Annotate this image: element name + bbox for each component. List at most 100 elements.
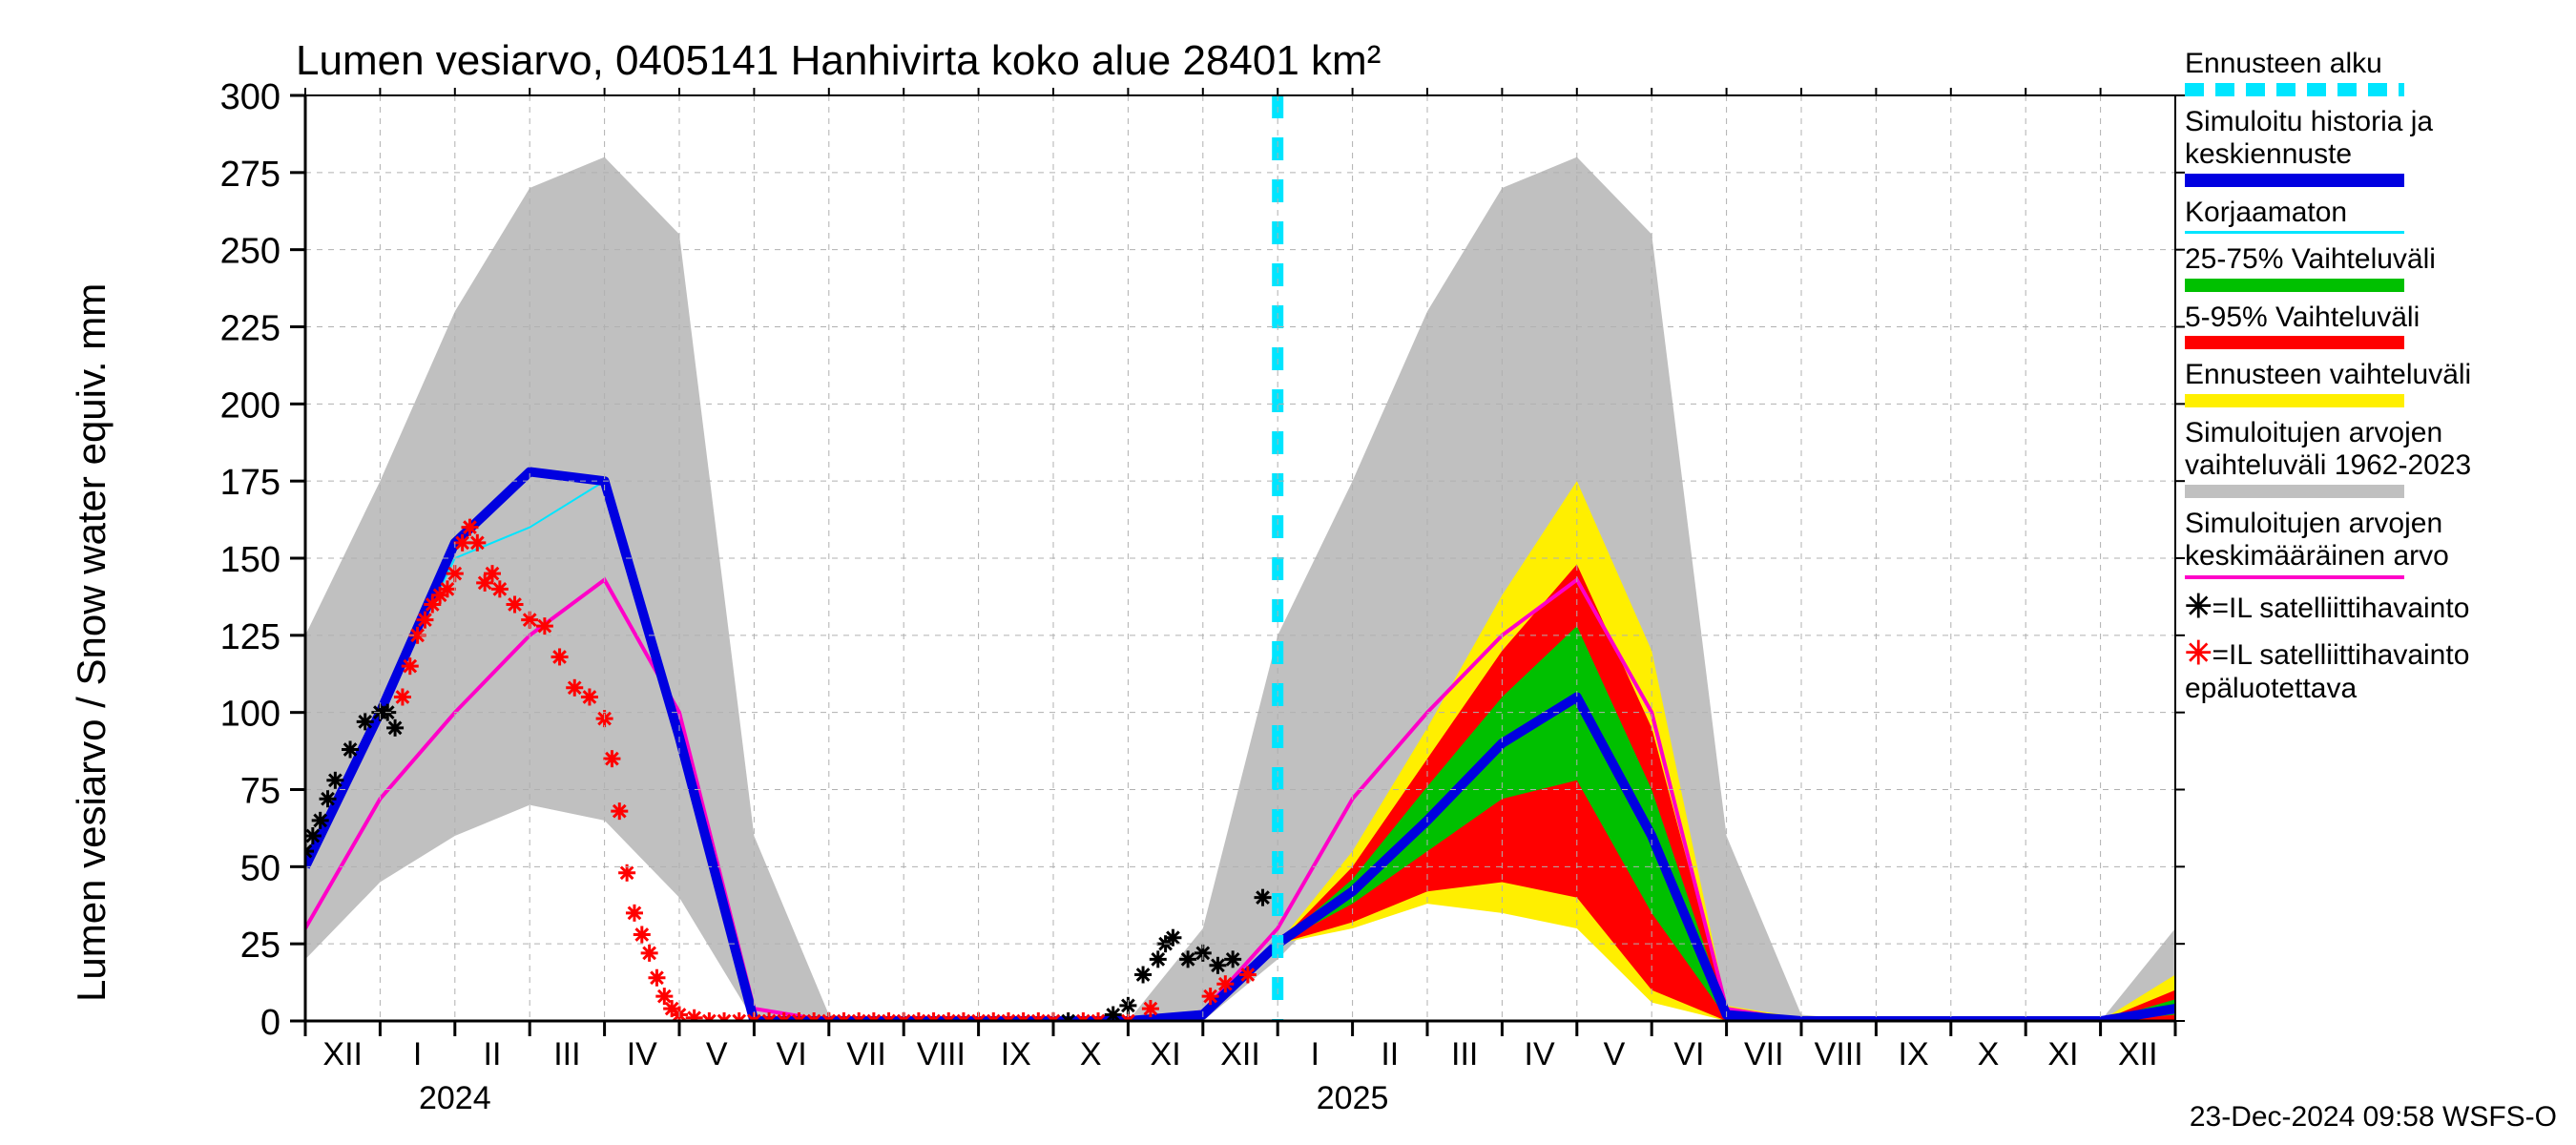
red-star-marker [686,1010,703,1027]
red-star-marker [439,580,456,597]
legend-label: Simuloitu historia ja keskiennuste [2185,106,2557,172]
y-tick-label: 125 [220,617,280,657]
legend-swatch-magenta [2185,575,2404,579]
red-star-marker [416,612,433,629]
legend-label: =IL satelliittihavainto [2212,593,2470,624]
black-star-marker [326,772,343,789]
y-tick-label: 25 [240,926,280,966]
x-month-label: IV [1525,1036,1555,1072]
legend-swatch-blue [2185,174,2404,187]
y-tick-label: 175 [220,463,280,503]
legend-simulated-history: Simuloitu historia ja keskiennuste [2185,106,2557,187]
legend-label: Ennusteen vaihteluväli [2185,359,2557,392]
legend-label: Simuloitujen arvojen vaihteluväli 1962-2… [2185,417,2557,483]
x-month-label: XII [1220,1036,1260,1072]
red-star-marker [655,988,673,1005]
legend-label: Ennusteen alku [2185,48,2557,81]
chart-footer: 23-Dec-2024 09:58 WSFS-O [2190,1101,2557,1133]
x-month-label: IX [1001,1036,1031,1072]
red-star-marker [468,534,486,552]
red-star-marker [581,689,598,706]
y-tick-label: 300 [220,77,280,117]
x-month-label: V [1604,1036,1626,1072]
legend-sat-red: ✳=IL satelliittihavainto epäluotettava [2185,635,2557,706]
x-month-label: XI [2047,1036,2078,1072]
x-month-label: VI [777,1036,807,1072]
y-axis-label: Lumen vesiarvo / Snow water equiv. mm [69,283,114,1002]
y-tick-label: 275 [220,155,280,195]
red-star-marker [603,750,620,767]
red-star-marker [484,565,501,582]
legend-5-95: 5-95% Vaihteluväli [2185,302,2557,350]
x-month-label: I [413,1036,422,1072]
black-star-marker [320,790,337,807]
legend-swatch-cyan-thin [2185,231,2404,234]
x-month-label: X [1978,1036,2000,1072]
legend: Ennusteen alku Simuloitu historia ja kes… [2185,48,2557,715]
black-star-marker [342,740,359,758]
black-star-marker [386,719,404,737]
x-month-label: I [1311,1036,1319,1072]
legend-red-star-icon: ✳ [2185,635,2212,672]
x-month-label: X [1080,1036,1102,1072]
black-star-marker [304,827,322,844]
red-star-marker [536,617,553,635]
y-tick-label: 100 [220,695,280,735]
y-tick-label: 75 [240,772,280,812]
legend-swatch-green [2185,279,2404,292]
x-month-label: IX [1899,1036,1929,1072]
y-tick-label: 50 [240,848,280,888]
x-month-label: III [553,1036,580,1072]
x-month-label: III [1451,1036,1478,1072]
y-tick-label: 200 [220,385,280,426]
legend-sim-range-hist: Simuloitujen arvojen vaihteluväli 1962-2… [2185,417,2557,498]
chart-title: Lumen vesiarvo, 0405141 Hanhivirta koko … [296,37,1381,84]
legend-label: Simuloitujen arvojen keskimääräinen arvo [2185,508,2557,573]
legend-sim-avg: Simuloitujen arvojen keskimääräinen arvo [2185,508,2557,579]
y-tick-label: 150 [220,540,280,580]
red-star-marker [551,648,569,665]
red-star-marker [507,596,524,614]
red-star-marker [491,580,509,597]
legend-label: Korjaamaton [2185,197,2557,230]
legend-25-75: 25-75% Vaihteluväli [2185,243,2557,292]
x-year-label: 2024 [419,1080,491,1116]
red-star-marker [461,519,478,536]
x-month-label: II [1381,1036,1399,1072]
red-star-marker [611,802,628,820]
x-month-label: VI [1673,1036,1704,1072]
red-star-marker [634,926,651,943]
black-star-marker [357,713,374,730]
red-star-marker [454,534,471,552]
x-month-label: XII [2118,1036,2158,1072]
legend-label: 5-95% Vaihteluväli [2185,302,2557,335]
x-month-label: IV [627,1036,657,1072]
red-star-marker [394,689,411,706]
x-month-label: VIII [1815,1036,1863,1072]
legend-uncorrected: Korjaamaton [2185,197,2557,235]
red-star-marker [626,905,643,922]
legend-black-star-icon: ✳ [2185,589,2212,625]
legend-forecast-range: Ennusteen vaihteluväli [2185,359,2557,407]
legend-forecast-start: Ennusteen alku [2185,48,2557,96]
x-month-label: VII [1744,1036,1784,1072]
legend-swatch-red [2185,336,2404,349]
legend-swatch-grey [2185,485,2404,498]
y-tick-label: 0 [260,1003,280,1043]
red-star-marker [402,657,419,675]
black-star-marker [1150,950,1167,968]
black-star-marker [1134,967,1152,984]
chart-container: 0255075100125150175200225250275300XIIIII… [0,0,2576,1145]
black-star-marker [1179,950,1196,968]
y-tick-label: 250 [220,232,280,272]
red-star-marker [648,969,665,987]
x-month-label: VII [846,1036,886,1072]
legend-sat-black: ✳=IL satelliittihavainto [2185,589,2557,626]
red-star-marker [641,945,658,962]
x-month-label: V [706,1036,728,1072]
red-star-marker [566,679,583,697]
legend-swatch-yellow [2185,394,2404,407]
black-star-marker [312,812,329,829]
x-month-label: VIII [917,1036,966,1072]
x-month-label: XII [322,1036,363,1072]
